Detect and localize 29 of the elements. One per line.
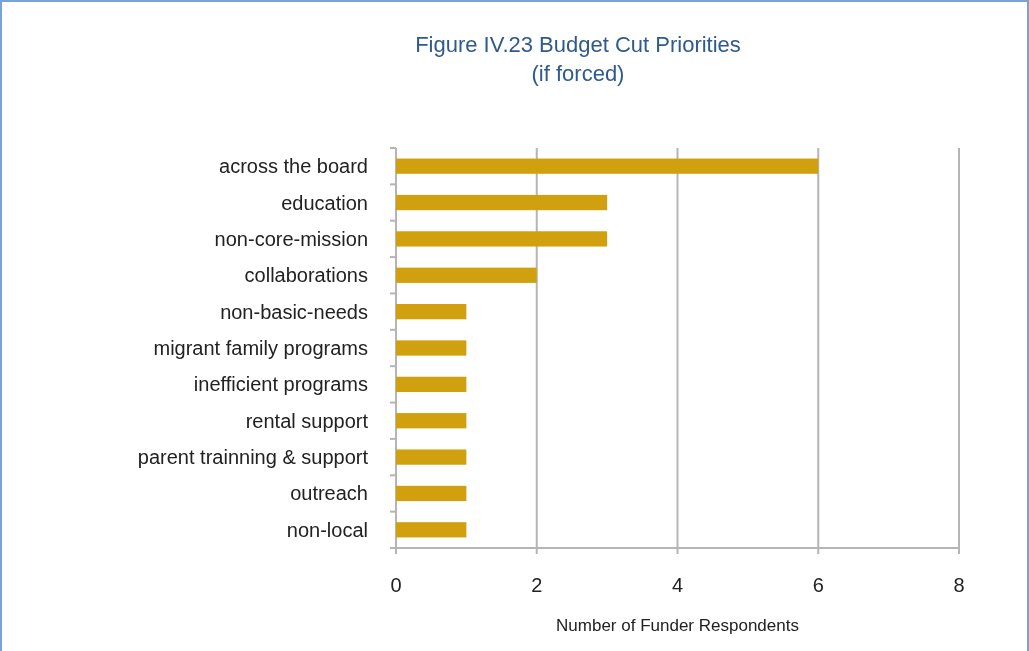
y-tick-label: rental support	[245, 409, 369, 432]
bar	[396, 340, 467, 356]
y-tick-label: non-core-mission	[214, 227, 368, 250]
bar	[396, 413, 467, 429]
x-tick-label: 6	[812, 574, 824, 596]
bar	[396, 158, 819, 174]
x-axis-title: Number of Funder Respondents	[556, 616, 799, 635]
y-tick-label: migrant family programs	[153, 337, 368, 359]
bar	[396, 449, 467, 465]
x-tick-label: 4	[671, 574, 684, 596]
x-tick-label: 0	[390, 574, 402, 596]
bar	[396, 231, 608, 247]
chart-title: Figure IV.23 Budget Cut Priorities (if forced)	[415, 32, 741, 86]
y-tick-label: non-basic-needs	[220, 300, 368, 323]
bar	[396, 522, 467, 538]
bar	[396, 376, 467, 392]
bar	[396, 304, 467, 320]
y-tick-label: outreach	[290, 482, 368, 505]
y-tick-label: collaborations	[244, 264, 368, 287]
y-tick-label: across the board	[219, 155, 368, 178]
y-tick-label: non-local	[286, 518, 368, 541]
bar	[396, 485, 467, 502]
bar	[396, 267, 537, 283]
y-tick-label: inefficient programs	[193, 373, 368, 396]
bar	[396, 194, 608, 211]
x-tick-label: 2	[531, 574, 543, 596]
x-tick-label: 8	[953, 574, 965, 596]
y-tick-label: parent trainning & support	[137, 446, 369, 469]
y-tick-label: education	[281, 191, 368, 214]
